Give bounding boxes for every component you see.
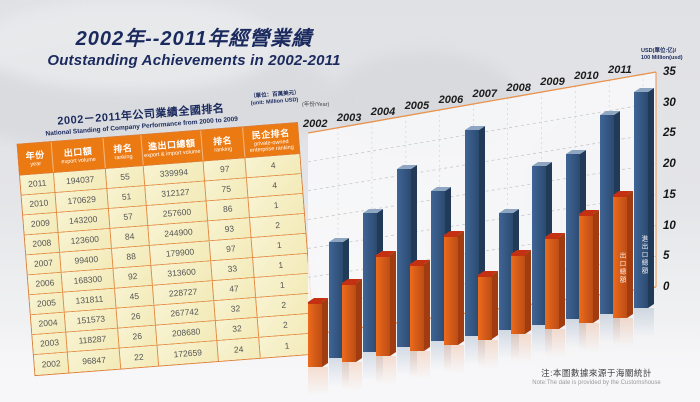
bar-total-2011 xyxy=(634,92,649,309)
bar-export-2002-reflection xyxy=(308,367,328,401)
bar-total-2011-reflection xyxy=(634,308,655,343)
x-axis-label-2003: 2003 xyxy=(336,111,362,124)
bar-export-2007-side xyxy=(491,271,498,340)
y-axis-tick-25: 25 xyxy=(663,127,676,140)
bar-total-2010 xyxy=(600,114,615,314)
bar-total-2005 xyxy=(430,190,445,342)
bar-export-2008-side xyxy=(525,250,532,335)
page-subtitle: Outstanding Achievements in 2002-2011 xyxy=(47,52,341,69)
bar-export-2010 xyxy=(579,214,594,324)
bar-export-2008 xyxy=(511,254,526,335)
bar-total-2007-reflection xyxy=(498,330,519,365)
y-axis-tick-20: 20 xyxy=(663,158,676,171)
bar-total-2003 xyxy=(362,213,377,353)
bar-series-label-export: 出口總額 xyxy=(618,252,625,284)
x-axis-label-2010: 2010 xyxy=(574,70,599,83)
bar-export-2005-reflection xyxy=(409,350,430,385)
bar-export-2002-side xyxy=(322,297,328,367)
x-axis-label-2002: 2002 xyxy=(303,117,328,130)
bar-total-2006 xyxy=(464,130,479,336)
x-axis-label-2004: 2004 xyxy=(370,105,396,118)
x-axis-label-2007: 2007 xyxy=(472,87,497,100)
bar-export-2009 xyxy=(545,237,560,329)
bar-total-2009 xyxy=(566,153,581,320)
bar-total-2005-reflection xyxy=(430,341,451,376)
x-axis-label-2006: 2006 xyxy=(438,93,464,106)
bar-export-2009-reflection xyxy=(545,328,566,363)
x-axis-label-2011: 2011 xyxy=(608,64,632,77)
y-axis-unit-line2: 100 Million(usd) xyxy=(641,55,683,62)
chart-footnote-en: Note:The date is provided by the Customs… xyxy=(532,380,661,386)
bar-total-2008-reflection xyxy=(532,324,553,359)
y-axis-tick-0: 0 xyxy=(663,281,670,293)
y-axis-unit-label: USD(單位:亿)/ 100 Million(usd) xyxy=(641,48,683,62)
bar-total-2011-side xyxy=(648,88,655,309)
chart-footnote-zh: 注:本圖數據來源于海關統計 xyxy=(541,368,652,378)
bar-export-2004 xyxy=(375,255,390,357)
x-axis-title: (年份/Year) xyxy=(302,102,330,108)
y-axis-tick-15: 15 xyxy=(663,188,676,201)
page-title-block: 2002年--2011年經營業績 Outstanding Achievement… xyxy=(38,22,350,69)
page-title: 2002年--2011年經營業績 xyxy=(75,28,313,50)
bar-export-2007 xyxy=(477,275,492,340)
bar-total-2004 xyxy=(396,169,411,347)
bar-export-2011 xyxy=(613,194,628,318)
x-axis-label-2008: 2008 xyxy=(506,81,531,94)
bar-export-2004-side xyxy=(389,251,396,357)
bar-total-2007 xyxy=(498,213,513,331)
bar-export-2010-reflection xyxy=(579,323,600,358)
bar-total-2003-reflection xyxy=(362,352,383,387)
bar-total-2002-reflection xyxy=(329,358,349,392)
y-axis-tick-5: 5 xyxy=(663,250,670,263)
bar-export-2003-reflection xyxy=(341,361,362,396)
bar-export-2003-side xyxy=(355,278,362,362)
bar-export-2011-side xyxy=(627,190,634,318)
bar-export-2008-reflection xyxy=(511,334,532,369)
chart-footnote: 注:本圖數據來源于海關統計 Note:The date is provided … xyxy=(499,367,694,386)
bar-total-2008 xyxy=(532,166,547,325)
bar-export-2003 xyxy=(341,282,356,362)
bar-export-2005-side xyxy=(423,259,430,351)
y-axis-tick-30: 30 xyxy=(663,96,676,109)
bar-export-2004-reflection xyxy=(375,356,396,391)
map-shape xyxy=(0,0,280,90)
bar-total-2002 xyxy=(329,242,343,358)
bar-export-2006 xyxy=(443,235,458,346)
bar-total-2006-reflection xyxy=(464,335,485,370)
bar-export-2006-side xyxy=(457,231,464,346)
x-axis-label-2005: 2005 xyxy=(404,99,430,112)
y-axis-tick-10: 10 xyxy=(663,219,676,232)
bar-export-2005 xyxy=(409,263,424,351)
bar-series-label-total: 進出口總額 xyxy=(640,235,647,275)
y-axis-tick-35: 35 xyxy=(663,66,676,78)
x-axis-label-2009: 2009 xyxy=(540,76,565,88)
bar-export-2009-side xyxy=(559,233,566,329)
bar-total-2004-reflection xyxy=(396,346,417,381)
bar-total-2010-reflection xyxy=(600,313,621,348)
bar-export-2002 xyxy=(308,302,322,367)
bar-export-2011-reflection xyxy=(613,317,634,352)
bar-export-2010-side xyxy=(593,210,600,324)
y-axis-unit-line1: USD(單位:亿)/ xyxy=(641,48,677,54)
bar-total-2009-reflection xyxy=(566,319,587,354)
bar-export-2007-reflection xyxy=(477,339,498,374)
grid-line xyxy=(307,71,657,134)
bar-export-2006-reflection xyxy=(443,345,464,380)
